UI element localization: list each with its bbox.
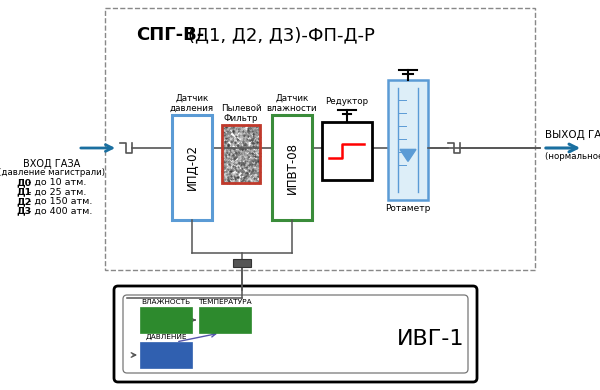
Text: ВЛАЖНОСТЬ: ВЛАЖНОСТЬ (142, 299, 191, 305)
FancyBboxPatch shape (123, 295, 468, 373)
Text: ТЕМПЕРАТУРА: ТЕМПЕРАТУРА (198, 299, 252, 305)
Bar (199, 307, 251, 333)
Text: ВЫХОД ГАЗА: ВЫХОД ГАЗА (545, 130, 600, 140)
Text: ДАВЛЕНИЕ: ДАВЛЕНИЕ (145, 334, 187, 340)
Text: - до 400 атм.: - до 400 атм. (25, 206, 92, 216)
Text: - до 150 атм.: - до 150 атм. (25, 197, 92, 206)
Text: Редуктор: Редуктор (325, 97, 368, 106)
Bar (322, 122, 372, 180)
Text: (нормальное давление ): (нормальное давление ) (545, 152, 600, 161)
Text: (давление магистрали): (давление магистрали) (0, 168, 106, 177)
Text: Ротаметр: Ротаметр (385, 204, 431, 213)
Bar (222, 125, 260, 183)
Text: ИПД-02: ИПД-02 (185, 145, 199, 190)
Text: Датчик
давления: Датчик давления (170, 94, 214, 113)
Text: ИВГ-1: ИВГ-1 (397, 329, 465, 349)
Text: ИПВТ-08: ИПВТ-08 (286, 142, 299, 193)
Bar (233, 259, 251, 267)
Bar (272, 115, 312, 220)
Bar (388, 80, 428, 200)
Bar (172, 115, 212, 220)
Text: Пылевой
Фильтр: Пылевой Фильтр (221, 104, 262, 123)
Bar (140, 342, 192, 368)
Text: Д0: Д0 (16, 178, 31, 187)
Polygon shape (400, 149, 416, 161)
FancyBboxPatch shape (114, 286, 477, 382)
Text: (Д1, Д2, Д3)-ФП-Д-Р: (Д1, Д2, Д3)-ФП-Д-Р (188, 26, 375, 44)
Text: Датчик
влажности: Датчик влажности (266, 94, 317, 113)
Text: Д2: Д2 (16, 197, 31, 206)
Bar (140, 307, 192, 333)
Text: Д1: Д1 (16, 188, 31, 197)
Text: - до 25 атм.: - до 25 атм. (25, 188, 86, 197)
Text: Д3: Д3 (16, 206, 31, 216)
Text: - до 10 атм.: - до 10 атм. (25, 178, 86, 187)
Text: ВХОД ГАЗА: ВХОД ГАЗА (23, 159, 80, 169)
Bar (105, 8, 535, 270)
Text: СПГ-В-: СПГ-В- (136, 26, 204, 44)
